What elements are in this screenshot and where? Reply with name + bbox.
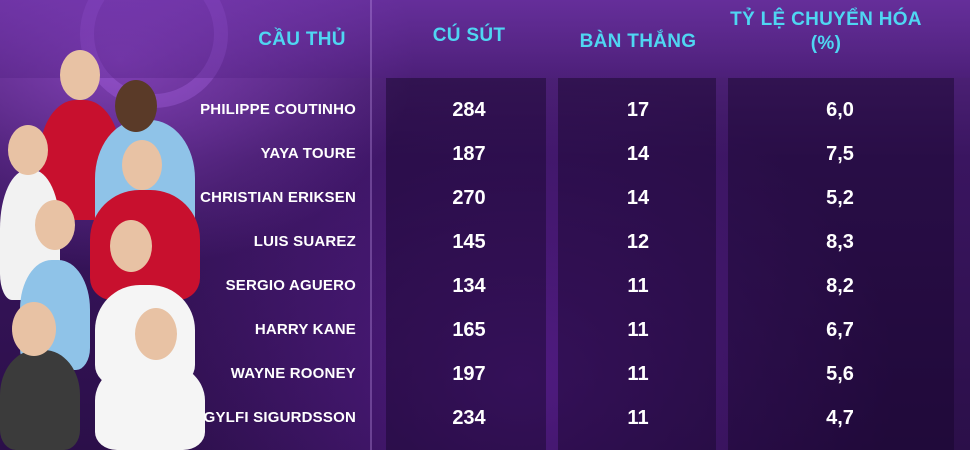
table-row: GYLFI SIGURDSSON 234 11 4,7 — [0, 397, 970, 441]
rate-value: 8,3 — [826, 231, 854, 253]
column-divider — [370, 0, 372, 450]
shots-value: 234 — [452, 407, 486, 429]
header-goals: BÀN THẮNG — [579, 31, 697, 52]
header-rate-line2: (%) — [810, 33, 842, 54]
goals-value: 11 — [627, 407, 649, 429]
goals-value: 14 — [626, 143, 650, 165]
player-name: WAYNE ROONEY — [230, 365, 356, 382]
player-name: GYLFI SIGURDSSON — [203, 409, 356, 426]
goals-value: 11 — [627, 275, 649, 297]
shots-value: 134 — [452, 275, 486, 297]
goals-value: 11 — [627, 319, 649, 341]
header-player: CẦU THỦ — [258, 29, 346, 50]
player-name: YAYA TOURE — [260, 145, 356, 162]
shots-value: 145 — [452, 231, 486, 253]
shots-value: 165 — [452, 319, 486, 341]
goals-value: 11 — [627, 363, 649, 385]
rate-column-panel — [728, 78, 954, 450]
rate-value: 6,0 — [826, 99, 854, 121]
shots-value: 187 — [452, 143, 486, 165]
goals-value: 14 — [626, 187, 650, 209]
header-rate-line1: TỶ LỆ CHUYỂN HÓA — [730, 9, 922, 30]
header-conversion-rate: TỶ LỆ CHUYỂN HÓA (%) — [718, 8, 934, 56]
table-row: YAYA TOURE 187 14 7,5 — [0, 133, 970, 177]
rate-value: 4,7 — [826, 407, 854, 429]
table-row: SERGIO AGUERO 134 11 8,2 — [0, 265, 970, 309]
stats-table: PHILIPPE COUTINHO 284 17 6,0 YAYA TOURE … — [0, 89, 970, 441]
player-name: SERGIO AGUERO — [225, 277, 356, 294]
goals-value: 17 — [626, 99, 650, 121]
rate-value: 7,5 — [826, 143, 854, 165]
table-row: PHILIPPE COUTINHO 284 17 6,0 — [0, 89, 970, 133]
header-shots: CÚ SÚT — [432, 25, 506, 46]
goals-value: 12 — [626, 231, 650, 253]
player-name: HARRY KANE — [254, 321, 356, 338]
shots-column-panel — [386, 78, 546, 450]
goals-column-panel — [558, 78, 716, 450]
rate-value: 8,2 — [826, 275, 854, 297]
table-row: WAYNE ROONEY 197 11 5,6 — [0, 353, 970, 397]
header-band — [0, 0, 970, 78]
rate-value: 5,2 — [826, 187, 854, 209]
rate-value: 5,6 — [826, 363, 854, 385]
player-name: CHRISTIAN ERIKSEN — [200, 189, 356, 206]
rate-value: 6,7 — [826, 319, 854, 341]
table-row: LUIS SUAREZ 145 12 8,3 — [0, 221, 970, 265]
player-name: LUIS SUAREZ — [253, 233, 356, 250]
shots-value: 197 — [452, 363, 486, 385]
player-name: PHILIPPE COUTINHO — [200, 101, 356, 118]
players-collage-image — [0, 40, 230, 450]
shots-value: 284 — [452, 99, 486, 121]
table-row: HARRY KANE 165 11 6,7 — [0, 309, 970, 353]
shots-value: 270 — [452, 187, 486, 209]
table-row: CHRISTIAN ERIKSEN 270 14 5,2 — [0, 177, 970, 221]
